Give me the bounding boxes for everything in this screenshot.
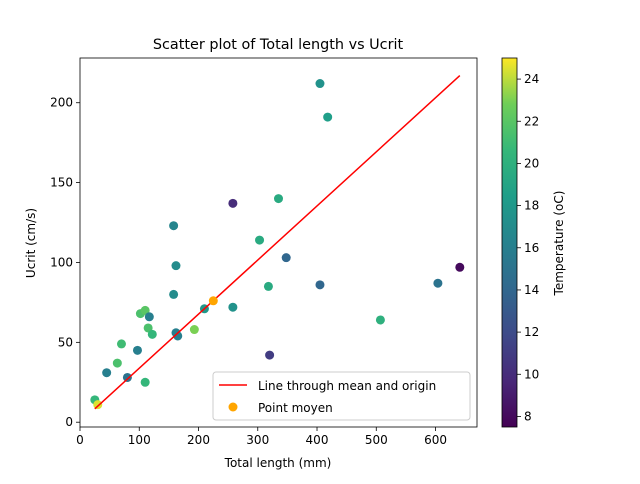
data-point xyxy=(315,79,325,89)
data-point xyxy=(189,325,199,335)
y-tick-label: 100 xyxy=(50,255,73,269)
data-point xyxy=(315,280,325,290)
data-point xyxy=(132,345,142,355)
y-tick-label: 50 xyxy=(58,335,73,349)
data-point xyxy=(228,302,238,312)
x-axis-label: Total length (mm) xyxy=(224,456,332,470)
colorbar-tick-label: 16 xyxy=(524,241,539,255)
y-axis-label: Ucrit (cm/s) xyxy=(24,208,38,278)
data-point xyxy=(140,377,150,387)
data-point xyxy=(433,278,443,288)
colorbar: 8 10 12 14 16 18 20 22 24 Temperature (oC) xyxy=(501,57,566,428)
data-point xyxy=(116,339,126,349)
x-tick-label: 200 xyxy=(187,433,210,447)
legend-box xyxy=(212,371,471,421)
y-tick-label: 0 xyxy=(65,415,73,429)
legend-entry-point: Point moyen xyxy=(258,401,333,415)
data-point xyxy=(140,305,150,315)
legend-point-swatch xyxy=(228,402,238,412)
data-point xyxy=(143,323,153,333)
colorbar-tick-label: 12 xyxy=(524,325,539,339)
data-point xyxy=(255,235,265,245)
data-point xyxy=(169,221,179,231)
x-tick-label: 100 xyxy=(128,433,151,447)
data-point xyxy=(323,112,333,122)
colorbar-tick-label: 14 xyxy=(524,283,539,297)
colorbar-tick-label: 22 xyxy=(524,114,539,128)
colorbar-tick-label: 20 xyxy=(524,156,539,170)
colorbar-tick-label: 24 xyxy=(524,72,539,86)
data-point xyxy=(263,281,273,291)
data-point xyxy=(265,350,275,360)
data-point xyxy=(173,331,183,341)
y-tick-label: 200 xyxy=(50,96,73,110)
data-point xyxy=(228,198,238,208)
colorbar-label: Temperature (oC) xyxy=(552,191,566,297)
colorbar-gradient xyxy=(501,57,518,428)
x-tick-label: 600 xyxy=(424,433,447,447)
chart-title: Scatter plot of Total length vs Ucrit xyxy=(153,37,404,53)
colorbar-ticks: 8 10 12 14 16 18 20 22 24 xyxy=(517,72,539,423)
y-tick-label: 150 xyxy=(50,176,73,190)
data-point xyxy=(112,358,122,368)
data-point xyxy=(122,372,132,382)
x-tick-label: 500 xyxy=(365,433,388,447)
plot-frame xyxy=(79,57,478,428)
plot-area xyxy=(79,57,478,428)
data-point xyxy=(147,329,157,339)
data-point xyxy=(281,253,291,263)
y-axis: 0 50 100 150 200 xyxy=(50,96,80,429)
data-point xyxy=(102,368,112,378)
legend: Line through mean and origin Point moyen xyxy=(212,371,471,421)
data-point xyxy=(274,194,283,204)
x-tick-label: 0 xyxy=(76,433,84,447)
x-tick-label: 400 xyxy=(306,433,329,447)
legend-entry-line: Line through mean and origin xyxy=(258,379,436,393)
colorbar-tick-label: 10 xyxy=(524,367,539,381)
mean-origin-line xyxy=(94,75,461,410)
data-point xyxy=(169,289,179,299)
mean-point xyxy=(208,296,218,306)
data-point xyxy=(171,261,181,271)
colorbar-tick-label: 8 xyxy=(524,409,532,423)
x-axis: 0 100 200 300 400 500 600 xyxy=(76,427,447,447)
data-point xyxy=(375,315,385,325)
data-point xyxy=(93,400,103,410)
colorbar-tick-label: 18 xyxy=(524,199,539,213)
x-tick-label: 300 xyxy=(246,433,269,447)
data-point xyxy=(144,312,154,322)
data-point xyxy=(455,262,465,272)
